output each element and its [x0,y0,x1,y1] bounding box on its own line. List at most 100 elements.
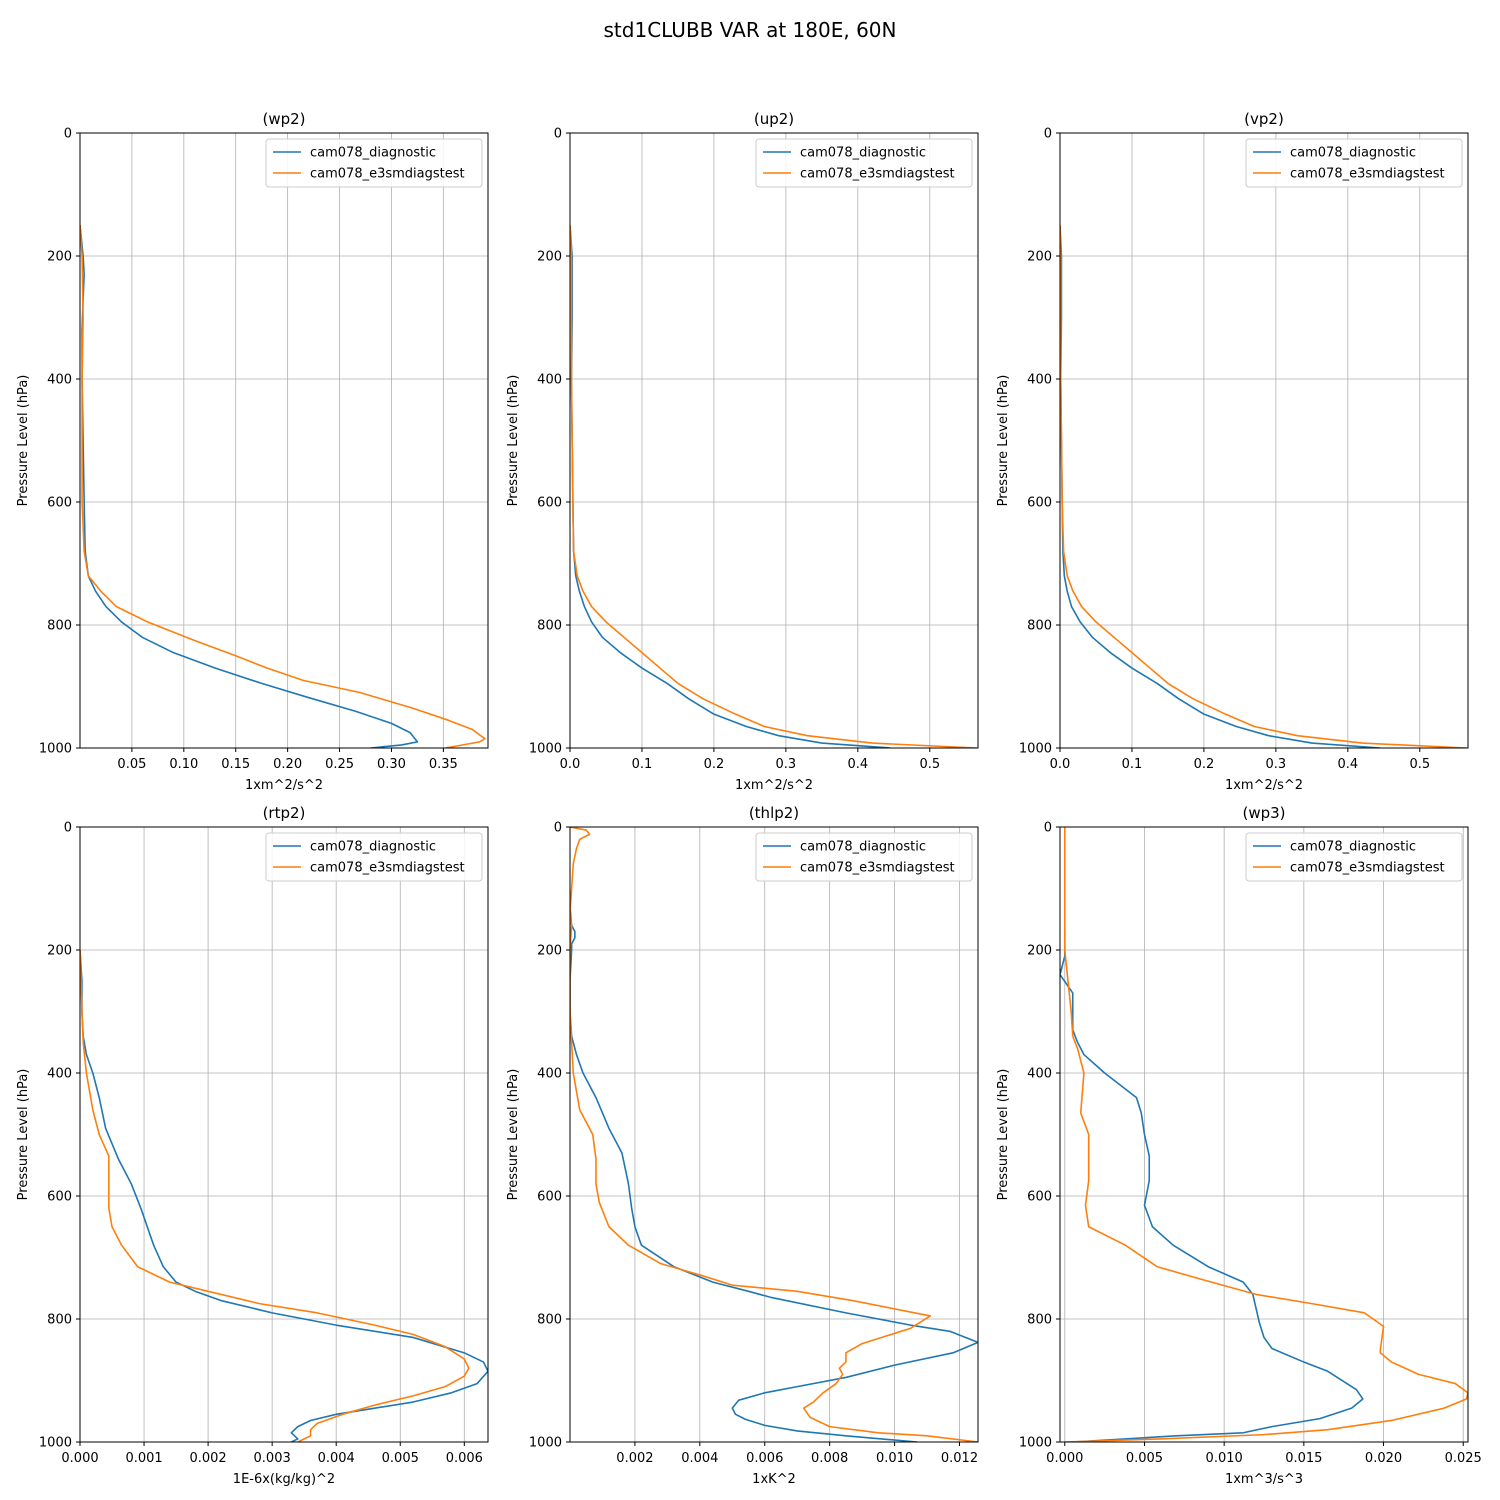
y-axis-label: Pressure Level (hPa) [16,1069,31,1201]
x-tick-label: 0.010 [876,1451,913,1466]
x-tick-label: 0.000 [1046,1451,1083,1466]
legend-box [1245,138,1463,188]
panel-title: (wp3) [1242,804,1285,822]
x-axis-label: 1xm^2/s^2 [1225,778,1303,793]
x-tick-label: 0.35 [429,757,458,772]
x-tick-label: 0.005 [1126,1451,1163,1466]
y-axis-label: Pressure Level (hPa) [506,1069,521,1201]
x-tick-label: 0.020 [1365,1451,1402,1466]
y-tick-label: 600 [537,1190,562,1205]
x-tick-label: 0.10 [169,757,198,772]
legend-box [1245,832,1463,882]
y-tick-label: 200 [537,944,562,959]
x-tick-label: 0.006 [746,1451,783,1466]
y-tick-label: 0 [1044,127,1052,142]
x-tick-label: 0.1 [1122,757,1143,772]
panel-5: 0.000 0.005 0.010 0.015 0.020 0.025 0 200 400 600… [996,804,1482,1487]
y-axis-label: Pressure Level (hPa) [996,1069,1011,1201]
y-tick-label: 1000 [529,742,562,757]
panel-title: (up2) [754,110,794,128]
x-tick-label: 0.3 [776,757,797,772]
legend-label: cam078_e3smdiagstest [800,861,955,876]
series-line-cam078_e3smdiagstest [80,949,470,1442]
series-line-cam078_diagnostic [1060,931,1364,1442]
legend-label: cam078_diagnostic [310,840,436,855]
y-tick-label: 800 [47,1313,72,1328]
legend-label: cam078_e3smdiagstest [310,861,465,876]
x-tick-label: 0.1 [632,757,653,772]
y-tick-label: 200 [537,250,562,265]
x-tick-label: 0.006 [446,1451,483,1466]
legend: cam078_diagnostic cam078_e3smdiagstest [265,138,483,188]
panel-title: (rtp2) [263,804,306,822]
y-tick-label: 600 [47,1190,72,1205]
y-tick-label: 800 [537,619,562,634]
y-tick-label: 0 [64,821,72,836]
x-tick-label: 0.003 [254,1451,291,1466]
x-tick-label: 0.001 [125,1451,162,1466]
x-axis-label: 1xm^3/s^3 [1225,1472,1303,1487]
axes-frame [1059,826,1469,1443]
series-line-cam078_diagnostic [570,906,978,1442]
x-axis-label: 1xm^2/s^2 [245,778,323,793]
y-tick-label: 1000 [39,1436,72,1451]
x-tick-label: 0.05 [117,757,146,772]
y-tick-label: 200 [1027,944,1052,959]
axes-frame [569,132,979,749]
legend-label: cam078_e3smdiagstest [1290,167,1445,182]
legend-label: cam078_e3smdiagstest [800,167,955,182]
y-axis-label: Pressure Level (hPa) [506,375,521,507]
series-line-cam078_e3smdiagstest [570,827,978,1442]
y-tick-label: 200 [47,250,72,265]
x-axis-label: 1xK^2 [752,1472,796,1487]
legend-box [265,138,483,188]
plot-area [570,827,978,1442]
plot-area [80,827,488,1442]
x-tick-label: 0.012 [941,1451,978,1466]
y-tick-label: 1000 [1019,1436,1052,1451]
axes-frame [79,132,489,749]
legend-label: cam078_diagnostic [800,840,926,855]
x-tick-label: 0.30 [377,757,406,772]
y-tick-label: 800 [47,619,72,634]
x-tick-label: 0.025 [1445,1451,1482,1466]
panel-title: (vp2) [1244,110,1284,128]
series-line-cam078_e3smdiagstest [1063,827,1468,1442]
series-line-cam078_e3smdiagstest [80,225,486,748]
x-tick-label: 0.3 [1266,757,1287,772]
x-tick-label: 0.2 [1194,757,1215,772]
series-line-cam078_e3smdiagstest [570,225,977,748]
y-tick-label: 0 [64,127,72,142]
y-tick-label: 1000 [529,1436,562,1451]
legend-label: cam078_diagnostic [310,146,436,161]
y-tick-label: 400 [1027,373,1052,388]
x-tick-label: 0.15 [221,757,250,772]
legend: cam078_diagnostic cam078_e3smdiagstest [1245,832,1463,882]
plot-area [1060,133,1468,748]
axes-frame [79,826,489,1443]
y-tick-label: 1000 [39,742,72,757]
legend-box [755,138,973,188]
y-tick-label: 600 [537,496,562,511]
y-tick-label: 600 [1027,1190,1052,1205]
y-tick-label: 800 [1027,619,1052,634]
x-tick-label: 0.015 [1285,1451,1322,1466]
y-axis-label: Pressure Level (hPa) [16,375,31,507]
series-line-cam078_e3smdiagstest [1060,225,1467,748]
x-tick-label: 0.25 [325,757,354,772]
x-tick-label: 0.004 [681,1451,718,1466]
plot-area [80,133,488,748]
y-tick-label: 1000 [1019,742,1052,757]
legend-label: cam078_diagnostic [800,146,926,161]
legend-box [755,832,973,882]
legend-box [265,832,483,882]
legend: cam078_diagnostic cam078_e3smdiagstest [1245,138,1463,188]
panel-1: 0.0 0.1 0.2 0.3 0.4 0.5 0 200 400 600 800 1000 (up2)… [506,110,979,793]
legend-label: cam078_diagnostic [1290,146,1416,161]
panel-title: (wp2) [262,110,305,128]
x-tick-label: 0.5 [919,757,940,772]
y-tick-label: 200 [47,944,72,959]
x-tick-label: 0.4 [847,757,868,772]
panel-title: (thlp2) [749,804,799,822]
